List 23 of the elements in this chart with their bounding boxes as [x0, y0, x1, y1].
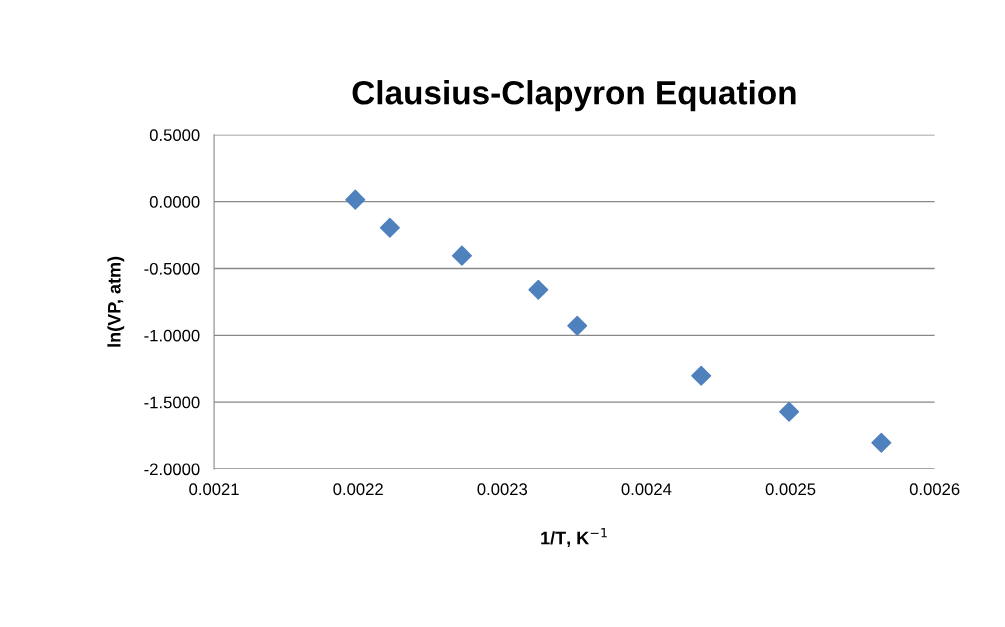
- point: [779, 401, 800, 422]
- x-tick-label: 0.0022: [333, 483, 383, 496]
- x-tick-label: 0.0024: [621, 483, 672, 496]
- x-tick-label: 0.0023: [477, 483, 528, 496]
- point: [379, 217, 400, 238]
- y-tick-label: -0.5000: [144, 262, 200, 275]
- y-tick-label: 0.5000: [149, 129, 200, 142]
- x-tick-label: 0.0026: [909, 483, 960, 496]
- point: [871, 432, 892, 453]
- x-tick-label: 0.0025: [765, 483, 816, 496]
- y-tick-label: 0.0000: [149, 196, 200, 208]
- y-tick-label: -1.0000: [144, 329, 200, 342]
- y-tick-label: -1.5000: [144, 396, 200, 409]
- point: [451, 245, 472, 266]
- chart-title: Clausius-Clapyron Equation: [352, 80, 796, 112]
- point: [567, 315, 588, 336]
- point: [691, 365, 712, 386]
- point: [528, 279, 549, 300]
- point: [345, 189, 366, 210]
- y-tick-label: -2.0000: [144, 463, 200, 476]
- x-tick-label: 0.0021: [189, 483, 239, 496]
- y-axis-title: ln(VP, atm): [107, 256, 125, 347]
- x-axis-title: 1/T, K$^{−1}$: [541, 528, 607, 548]
